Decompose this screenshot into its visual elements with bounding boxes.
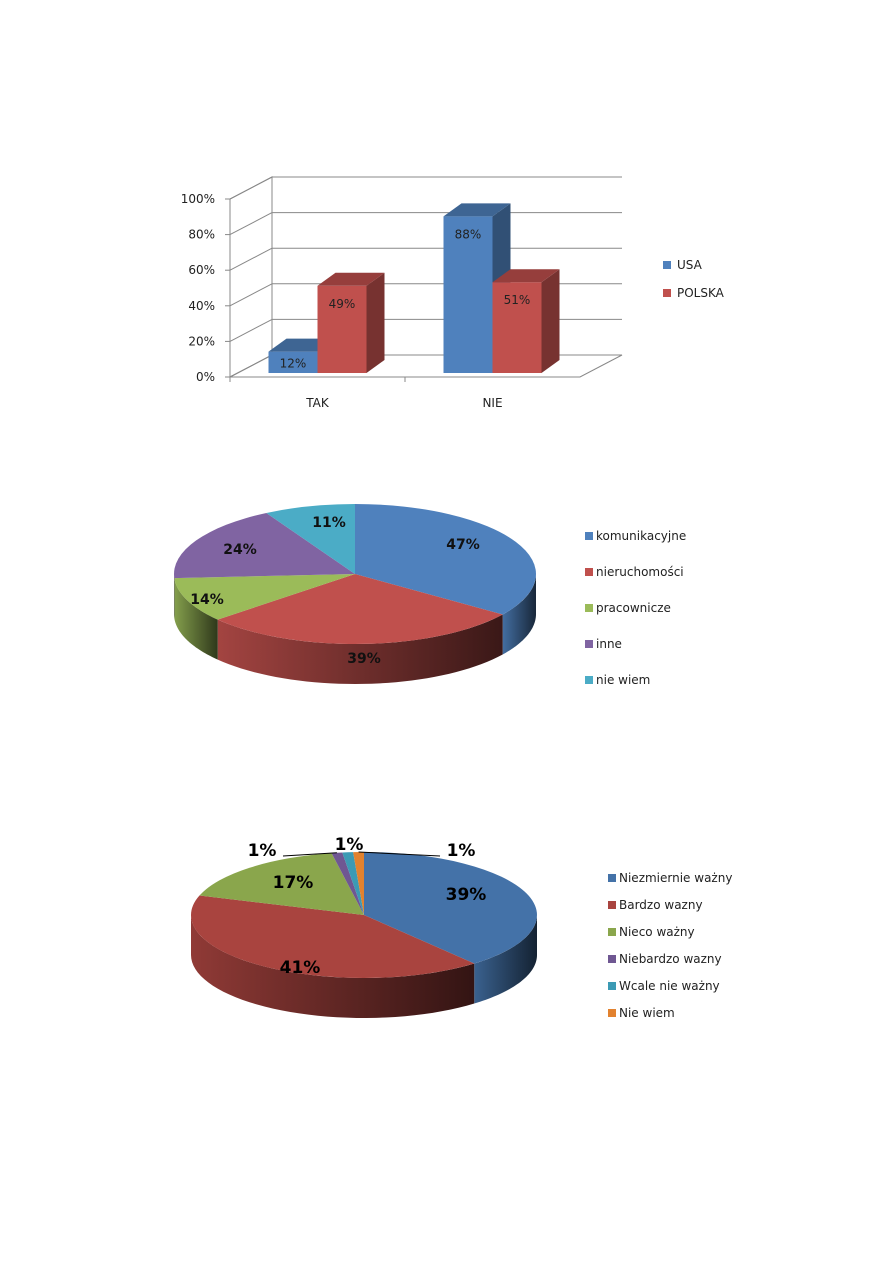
- pie-slice-nieruchomości: [217, 574, 503, 645]
- pie-chart-2-canvas: 39% 41% 17% 1% 1% 1% Niezmiernie ważny Bardzo w…: [191, 835, 732, 1020]
- pie-data-label: 39%: [347, 651, 381, 667]
- gridline-side: [229, 212, 273, 236]
- legend-swatch-niebardzo-wazny: [608, 955, 616, 963]
- legend-label-pracownicze: pracownicze: [596, 601, 671, 615]
- y-tick-label: 80%: [188, 228, 215, 242]
- legend-swatch-nie-wiem: [608, 1009, 616, 1017]
- gridline-side: [229, 318, 273, 342]
- legend-swatch-nie-wiem: [585, 676, 593, 684]
- legend-swatch-polska: [663, 289, 671, 297]
- pie-slice-komunikacyjne: [355, 504, 536, 615]
- legend-label-nie-wiem: nie wiem: [596, 673, 650, 687]
- pie-slice-pracownicze: [174, 574, 355, 620]
- legend-swatch-bardzo-wazny: [608, 901, 616, 909]
- legend-swatch-nieruchomości: [585, 568, 593, 576]
- legend-swatch-pracownicze: [585, 604, 593, 612]
- pie-side-pracownicze: [174, 578, 218, 660]
- bar-top-polska: [317, 272, 385, 286]
- legend-label-komunikacyjne: komunikacyjne: [596, 529, 686, 543]
- legend-label-polska: POLSKA: [677, 286, 725, 300]
- y-tick-label: 40%: [188, 299, 215, 313]
- gridline-side: [229, 176, 273, 200]
- bar-front-polska: [317, 285, 367, 373]
- gridline-side: [229, 354, 273, 378]
- pie-data-label: 41%: [280, 958, 321, 978]
- bar-data-label: 49%: [329, 297, 356, 311]
- legend-swatch-usa: [663, 261, 671, 269]
- pie-slice-bardzo-wazny: [191, 895, 475, 978]
- pie-side-niezmiernie-ważny: [474, 915, 537, 1004]
- bar-side-polska: [541, 269, 560, 373]
- x-category-label: NIE: [482, 396, 502, 410]
- pie-data-label: 24%: [223, 542, 257, 558]
- legend-swatch-inne: [585, 640, 593, 648]
- x-category-label: TAK: [305, 396, 330, 410]
- pie-data-label: 11%: [312, 515, 346, 531]
- legend-label-nieruchomości: nieruchomości: [596, 565, 684, 579]
- pie-side-bardzo-wazny: [191, 915, 475, 1018]
- legend-swatch-komunikacyjne: [585, 532, 593, 540]
- pie-slice-nieco-ważny: [199, 853, 364, 915]
- pie-slice-inne: [174, 512, 355, 579]
- legend-label-niebardzo-wazny: Niebardzo wazny: [619, 952, 722, 966]
- pie-slice-niebardzo-wazny: [331, 852, 364, 915]
- legend-label-nieco-ważny: Nieco ważny: [619, 925, 695, 939]
- gridline-side: [229, 247, 273, 271]
- legend-label-nie-wiem: Nie wiem: [619, 1006, 675, 1020]
- legend-swatch-wcale-nie-ważny: [608, 982, 616, 990]
- bar-chart-tak-nie: 0% 20% 40% 60% 80% 100% TAK 12% 49% NIE 88% 51% USA P…: [0, 150, 893, 430]
- bar-front-usa: [443, 216, 493, 373]
- pie-data-label: 1%: [335, 835, 364, 855]
- legend-label-niezmiernie-ważny: Niezmiernie ważny: [619, 871, 732, 885]
- pie-chart-importance: 39% 41% 17% 1% 1% 1% Niezmiernie ważny Bardzo w…: [0, 830, 893, 1070]
- y-tick-label: 20%: [188, 334, 215, 348]
- pie-slice-wcale-nie-ważny: [342, 852, 364, 915]
- legend-swatch-nieco-ważny: [608, 928, 616, 936]
- legend-label-wcale-nie-ważny: Wcale nie ważny: [619, 979, 720, 993]
- bar-front-polska: [492, 282, 542, 373]
- pie-slice-nie-wiem: [353, 851, 364, 915]
- pie-side-nieruchomości: [217, 614, 503, 684]
- bar-top-usa: [443, 203, 511, 217]
- legend-label-usa: USA: [677, 258, 703, 272]
- pie-data-label: 47%: [446, 537, 480, 553]
- legend-label-bardzo-wazny: Bardzo wazny: [619, 898, 703, 912]
- bar-data-label: 88%: [455, 227, 482, 241]
- bar-data-label: 51%: [504, 293, 531, 307]
- gridline-side: [229, 283, 273, 307]
- y-tick-label: 100%: [181, 192, 215, 206]
- pie-chart-types: 47% 39% 14% 24% 11% komunikacyjne nieruchomośc…: [0, 490, 893, 730]
- pie-data-label: 14%: [190, 592, 224, 608]
- legend-swatch-niezmiernie-ważny: [608, 874, 616, 882]
- pie-data-label: 1%: [248, 841, 277, 861]
- bar-chart-canvas: 0% 20% 40% 60% 80% 100% TAK 12% 49% NIE 88% 51% USA P…: [181, 176, 725, 410]
- y-tick-label: 0%: [196, 370, 215, 384]
- pie-data-label: 39%: [446, 885, 487, 905]
- pie-side-komunikacyjne: [502, 574, 536, 655]
- bar-side-polska: [366, 272, 385, 373]
- bar-top-polska: [492, 269, 560, 283]
- pie-leader-line: [282, 852, 337, 857]
- pie-slice-niezmiernie-ważny: [364, 852, 537, 964]
- pie-data-label: 17%: [273, 873, 314, 893]
- pie-chart-1-canvas: 47% 39% 14% 24% 11% komunikacyjne nieruchomośc…: [174, 504, 686, 687]
- pie-data-label: 1%: [447, 841, 476, 861]
- chart-side-wall: [229, 176, 273, 378]
- bar-data-label: 12%: [280, 356, 307, 370]
- pie-slice-nie-wiem: [266, 504, 355, 574]
- y-tick-label: 60%: [188, 263, 215, 277]
- legend-label-inne: inne: [596, 637, 622, 651]
- pie-leader-line: [358, 851, 441, 857]
- bar-front-usa: [268, 351, 318, 373]
